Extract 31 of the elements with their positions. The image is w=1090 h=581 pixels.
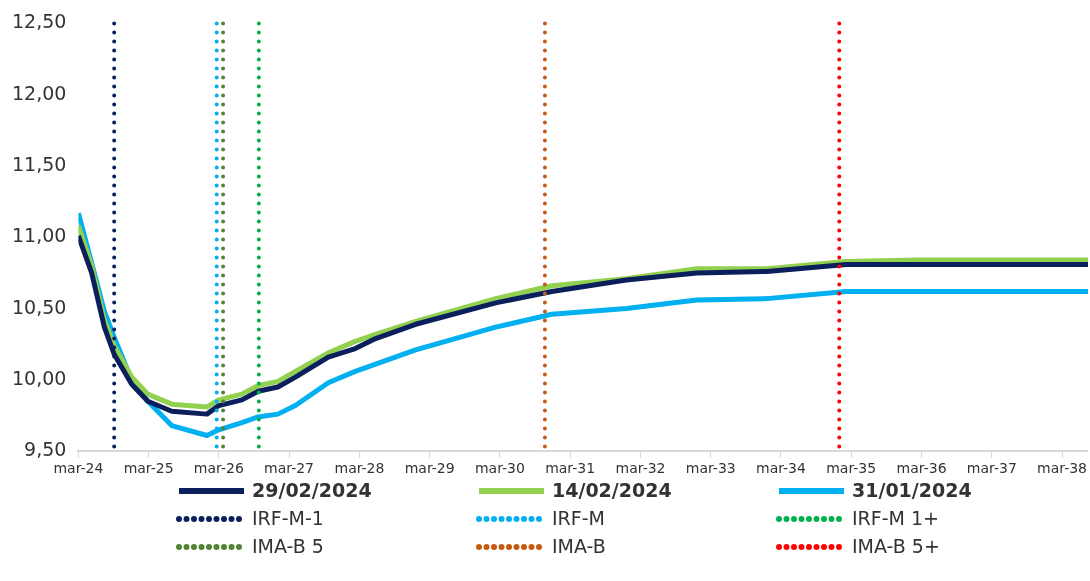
x-tick-label: mar-32: [615, 460, 666, 477]
y-tick-label: 10,00: [11, 366, 67, 389]
x-tick-label: mar-33: [685, 460, 736, 477]
x-tick-label: mar-26: [193, 460, 244, 477]
y-tick-label: 12,50: [11, 10, 67, 33]
x-tick-label: mar-24: [53, 460, 104, 477]
legend-label: 29/02/2024: [252, 478, 372, 501]
x-tick-label: mar-25: [123, 460, 174, 477]
y-tick-label: 10,50: [11, 295, 67, 318]
x-tick-label: mar-34: [755, 460, 807, 477]
y-tick-label: 11,00: [11, 224, 67, 247]
x-tick-label: mar-35: [826, 460, 877, 477]
legend-label: IMA-B 5+: [852, 534, 940, 557]
legend-label: IMA-B: [552, 534, 606, 557]
x-tick-label: mar-38: [1037, 460, 1087, 477]
x-tick-label: mar-27: [264, 460, 315, 477]
y-tick-label: 12,00: [11, 81, 67, 104]
x-tick-label: mar-28: [334, 460, 385, 477]
legend-label: IRF-M 1+: [852, 506, 940, 529]
legend-label: 14/02/2024: [552, 478, 672, 501]
x-tick-label: mar-30: [474, 460, 525, 477]
x-tick-label: mar-31: [545, 460, 596, 477]
y-tick-label: 9,50: [24, 438, 67, 461]
legend-label: IMA-B 5: [252, 534, 324, 557]
x-tick-label: mar-37: [966, 460, 1017, 477]
legend-label: 31/01/2024: [852, 478, 972, 501]
legend-label: IRF-M-1: [252, 506, 324, 529]
x-tick-label: mar-36: [896, 460, 947, 477]
x-tick-label: mar-29: [404, 460, 455, 477]
legend-label: IRF-M: [552, 506, 605, 529]
y-tick-label: 11,50: [11, 152, 67, 175]
